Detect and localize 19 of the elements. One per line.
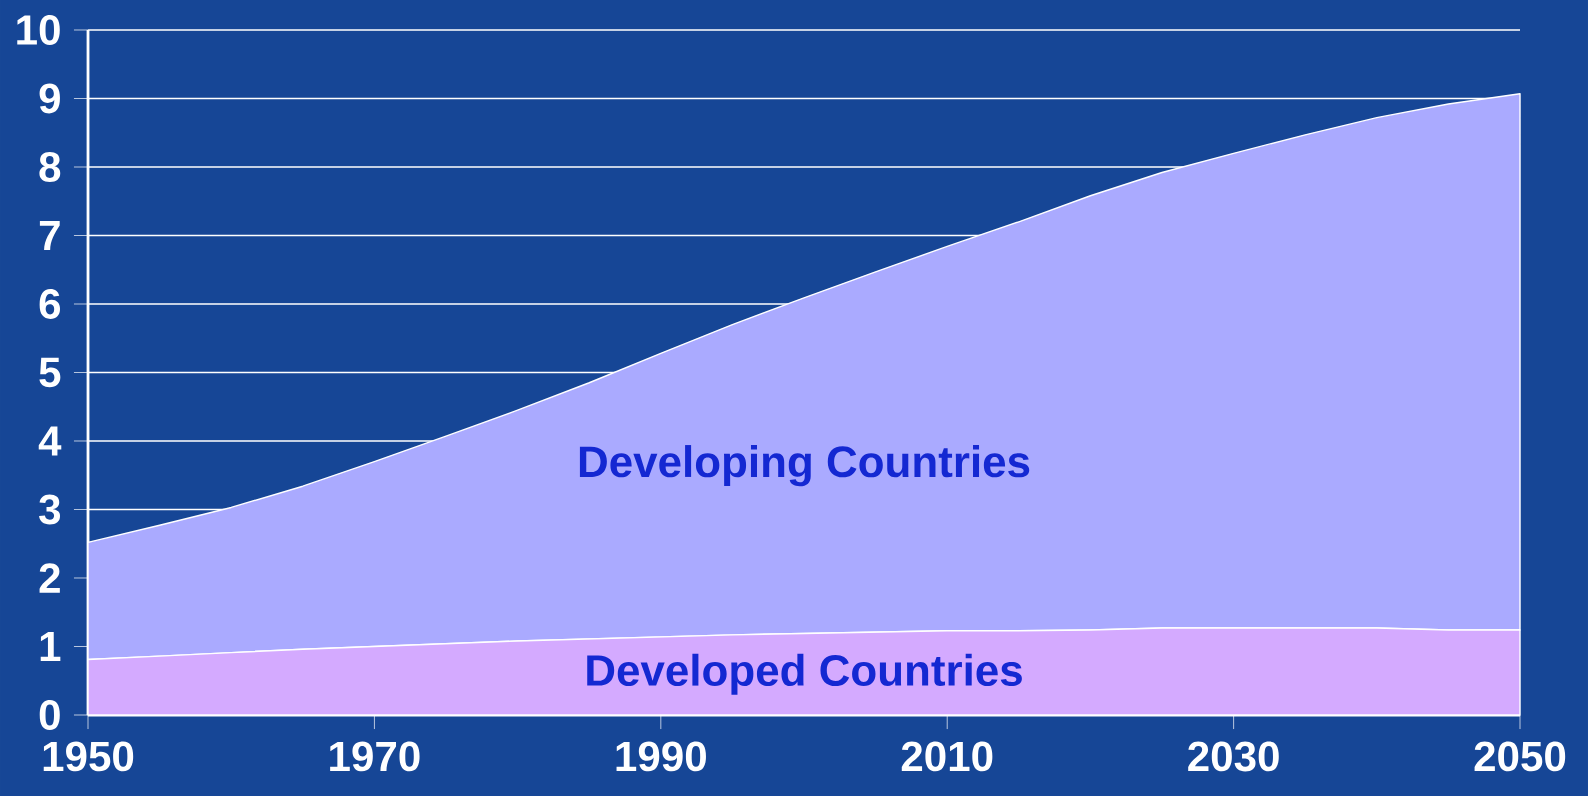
series-label: Developed Countries: [587, 653, 1022, 695]
y-tick-label: 0: [39, 700, 60, 730]
y-tick-label: 2: [39, 563, 60, 593]
x-tick-label: 1990: [616, 741, 706, 772]
series-label: Developing Countries: [579, 445, 1030, 487]
x-tick-label: 2010: [901, 741, 993, 772]
y-tick-label: 6: [39, 289, 61, 319]
y-tick-label: 5: [39, 357, 61, 388]
y-tick-label: 1: [40, 632, 61, 662]
y-tick-label: 10: [17, 15, 60, 45]
y-tick-label: 9: [39, 83, 60, 114]
x-tick-label: 1950: [43, 741, 134, 772]
y-tick-label: 3: [39, 494, 61, 525]
y-tick-label: 4: [38, 426, 62, 456]
x-tick-label: 2050: [1474, 741, 1566, 772]
y-tick-label: 7: [39, 221, 60, 251]
y-tick-label: 8: [39, 152, 61, 182]
x-tick-label: 1970: [330, 741, 420, 772]
x-tick-label: 2030: [1188, 741, 1279, 772]
